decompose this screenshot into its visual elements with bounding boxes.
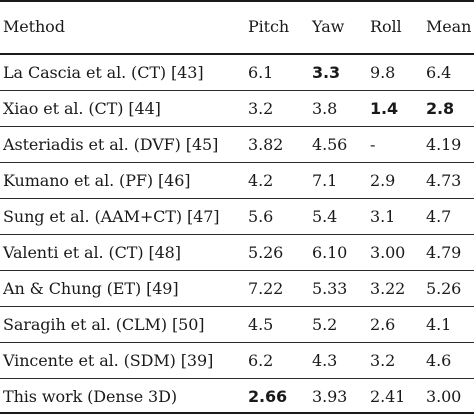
cell-mean: 4.7 bbox=[426, 206, 452, 226]
cell-roll: 9.8 bbox=[370, 62, 396, 82]
cell-yaw: 5.2 bbox=[312, 314, 338, 334]
cell-mean: 3.00 bbox=[426, 386, 462, 406]
cell-roll: 3.22 bbox=[370, 278, 406, 298]
cell-yaw: 7.1 bbox=[312, 170, 338, 190]
cell-pitch: 2.66 bbox=[248, 386, 288, 406]
header-yaw: Yaw bbox=[312, 17, 345, 36]
table-body: La Cascia et al. (CT) [43] 6.1 3.3 9.8 6… bbox=[0, 54, 474, 414]
cell-roll: 2.6 bbox=[370, 314, 396, 334]
cell-roll: 1.4 bbox=[370, 98, 399, 118]
cell-yaw: 5.4 bbox=[312, 206, 338, 226]
cell-method: Sung et al. (AAM+CT) [47] bbox=[3, 206, 220, 226]
table-row: An & Chung (ET) [49] 7.22 5.33 3.22 5.26 bbox=[0, 270, 474, 306]
cell-method: Asteriadis et al. (DVF) [45] bbox=[3, 134, 219, 154]
table-row: Saragih et al. (CLM) [50] 4.5 5.2 2.6 4.… bbox=[0, 306, 474, 342]
cell-pitch: 7.22 bbox=[248, 278, 284, 298]
cell-mean: 4.73 bbox=[426, 170, 462, 190]
cell-pitch: 4.5 bbox=[248, 314, 274, 334]
cell-pitch: 5.6 bbox=[248, 206, 274, 226]
cell-yaw: 5.33 bbox=[312, 278, 348, 298]
cell-mean: 5.26 bbox=[426, 278, 462, 298]
header-row: Method Pitch Yaw Roll Mean bbox=[0, 0, 474, 54]
table-row: Asteriadis et al. (DVF) [45] 3.82 4.56 -… bbox=[0, 126, 474, 162]
cell-method: An & Chung (ET) [49] bbox=[3, 278, 179, 298]
cell-method: This work (Dense 3D) bbox=[3, 386, 178, 406]
cell-yaw: 4.3 bbox=[312, 350, 338, 370]
table-row: La Cascia et al. (CT) [43] 6.1 3.3 9.8 6… bbox=[0, 54, 474, 90]
table-row: Sung et al. (AAM+CT) [47] 5.6 5.4 3.1 4.… bbox=[0, 198, 474, 234]
table-row: Vincente et al. (SDM) [39] 6.2 4.3 3.2 4… bbox=[0, 342, 474, 378]
bottom-rule bbox=[0, 412, 474, 414]
cell-pitch: 3.2 bbox=[248, 98, 274, 118]
cell-mean: 4.6 bbox=[426, 350, 452, 370]
cell-yaw: 4.56 bbox=[312, 134, 348, 154]
cell-method: Saragih et al. (CLM) [50] bbox=[3, 314, 205, 334]
table-row: Kumano et al. (PF) [46] 4.2 7.1 2.9 4.73 bbox=[0, 162, 474, 198]
cell-mean: 4.79 bbox=[426, 242, 462, 262]
cell-yaw: 6.10 bbox=[312, 242, 348, 262]
cell-roll: 3.1 bbox=[370, 206, 396, 226]
cell-mean: 4.1 bbox=[426, 314, 452, 334]
header-mean: Mean bbox=[426, 17, 472, 36]
cell-roll: 2.9 bbox=[370, 170, 396, 190]
cell-roll: 3.2 bbox=[370, 350, 396, 370]
cell-method: Xiao et al. (CT) [44] bbox=[3, 98, 161, 118]
cell-mean: 2.8 bbox=[426, 98, 455, 118]
cell-method: La Cascia et al. (CT) [43] bbox=[3, 62, 204, 82]
cell-yaw: 3.93 bbox=[312, 386, 348, 406]
table-row: This work (Dense 3D) 2.66 3.93 2.41 3.00 bbox=[0, 378, 474, 414]
cell-roll: - bbox=[370, 134, 376, 154]
cell-method: Valenti et al. (CT) [48] bbox=[3, 242, 181, 262]
cell-mean: 6.4 bbox=[426, 62, 452, 82]
cell-pitch: 3.82 bbox=[248, 134, 284, 154]
cell-roll: 3.00 bbox=[370, 242, 406, 262]
cell-mean: 4.19 bbox=[426, 134, 462, 154]
cell-pitch: 4.2 bbox=[248, 170, 274, 190]
cell-roll: 2.41 bbox=[370, 386, 406, 406]
table-row: Valenti et al. (CT) [48] 5.26 6.10 3.00 … bbox=[0, 234, 474, 270]
cell-pitch: 6.1 bbox=[248, 62, 274, 82]
header-method: Method bbox=[3, 17, 65, 36]
top-rule bbox=[0, 0, 474, 2]
cell-yaw: 3.8 bbox=[312, 98, 338, 118]
table-row: Xiao et al. (CT) [44] 3.2 3.8 1.4 2.8 bbox=[0, 90, 474, 126]
header-pitch: Pitch bbox=[248, 17, 290, 36]
cell-method: Vincente et al. (SDM) [39] bbox=[3, 350, 214, 370]
header-roll: Roll bbox=[370, 17, 402, 36]
cell-method: Kumano et al. (PF) [46] bbox=[3, 170, 191, 190]
cell-pitch: 6.2 bbox=[248, 350, 274, 370]
cell-yaw: 3.3 bbox=[312, 62, 341, 82]
cell-pitch: 5.26 bbox=[248, 242, 284, 262]
